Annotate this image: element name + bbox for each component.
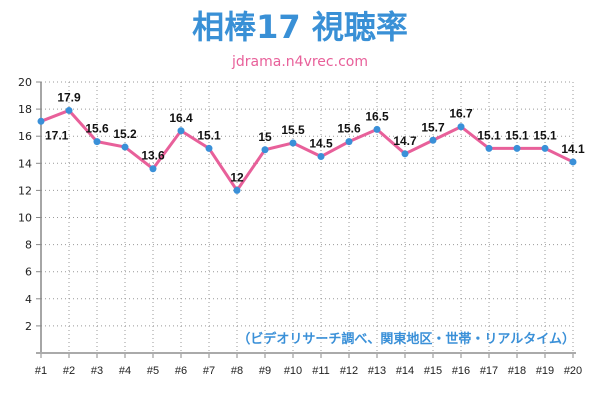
data-point — [289, 139, 297, 147]
x-tick-label: #15 — [424, 365, 442, 377]
y-tick-label: 12 — [18, 184, 32, 197]
x-tick-label: #20 — [564, 365, 582, 377]
data-label: 15.6 — [85, 122, 109, 136]
data-point — [345, 138, 353, 146]
x-tick-label: #13 — [368, 365, 386, 377]
x-tick-label: #1 — [35, 365, 47, 377]
data-label: 15.7 — [421, 120, 445, 134]
y-tick-label: 10 — [18, 212, 32, 225]
data-label: 15.2 — [113, 127, 137, 141]
data-point — [569, 158, 577, 166]
y-tick-label: 6 — [25, 266, 32, 279]
x-tick-label: #11 — [312, 365, 330, 377]
x-tick-label: #5 — [147, 365, 159, 377]
data-point — [177, 127, 185, 135]
source-annotation: （ビデオリサーチ調べ、関東地区・世帯・リアルタイム） — [237, 331, 575, 347]
y-tick-label: 18 — [18, 103, 32, 116]
marks: 17.1 17.9 15.6 15.2 13.6 16.4 15.1 12 15 15.5 14.5… — [37, 90, 585, 194]
x-tick-label: #2 — [63, 365, 75, 377]
data-label: 14.1 — [561, 142, 585, 156]
y-tick-label: 4 — [25, 293, 32, 306]
y-tick-label: 16 — [18, 130, 32, 143]
data-point — [317, 153, 325, 161]
x-tick-label: #19 — [536, 365, 554, 377]
x-tick-label: #16 — [452, 365, 470, 377]
x-tick-label: #3 — [91, 365, 103, 377]
data-point — [205, 144, 213, 152]
data-point — [401, 150, 409, 158]
x-tick-label: #9 — [259, 365, 271, 377]
data-point — [37, 117, 45, 125]
data-label: 14.5 — [309, 137, 333, 151]
x-tick-label: #17 — [480, 365, 498, 377]
data-label: 15.5 — [281, 123, 305, 137]
data-label: 17.1 — [45, 128, 69, 142]
data-label: 15.1 — [533, 128, 557, 142]
data-point — [149, 165, 157, 173]
x-tick-label: #4 — [119, 365, 131, 377]
data-point — [457, 123, 465, 131]
chart-subtitle: jdrama.n4vrec.com — [232, 54, 368, 70]
axes: #1 #2 #3 #4 #5 #6 #7 #8 #9 #10 #11 #12 #13 #14 #15 #16 #… — [18, 76, 582, 377]
data-label: 15.1 — [197, 128, 221, 142]
data-label: 15 — [258, 130, 272, 144]
x-tick-label: #12 — [340, 365, 358, 377]
y-tick-label: 8 — [25, 239, 32, 252]
data-label: 15.1 — [505, 128, 529, 142]
data-point — [513, 144, 521, 152]
data-point — [93, 138, 101, 146]
x-tick-label: #10 — [284, 365, 302, 377]
series-line — [40, 108, 574, 194]
data-point — [541, 144, 549, 152]
y-tick-label: 14 — [18, 157, 32, 170]
data-point — [261, 146, 269, 154]
data-label: 15.1 — [477, 128, 501, 142]
x-tick-label: #18 — [508, 365, 526, 377]
data-point — [373, 125, 381, 133]
data-point — [485, 144, 493, 152]
y-tick-label: 2 — [25, 320, 32, 333]
x-tick-label: #6 — [175, 365, 187, 377]
x-tick-label: #7 — [203, 365, 215, 377]
data-label: 15.6 — [337, 122, 361, 136]
data-label: 13.6 — [141, 149, 165, 163]
data-point — [121, 143, 129, 151]
data-point — [65, 106, 73, 114]
y-tick-label: 20 — [18, 76, 32, 89]
data-label: 12 — [230, 170, 244, 184]
chart-title: 相棒17 視聴率 — [192, 8, 408, 46]
data-point — [429, 136, 437, 144]
data-point — [233, 186, 241, 194]
grid — [41, 81, 574, 353]
data-label: 14.7 — [393, 134, 417, 148]
x-tick-label: #8 — [231, 365, 243, 377]
data-label: 16.4 — [169, 111, 193, 125]
data-label: 16.5 — [365, 109, 389, 123]
data-label: 16.7 — [449, 107, 473, 121]
x-tick-label: #14 — [396, 365, 414, 377]
data-label: 17.9 — [57, 90, 81, 104]
